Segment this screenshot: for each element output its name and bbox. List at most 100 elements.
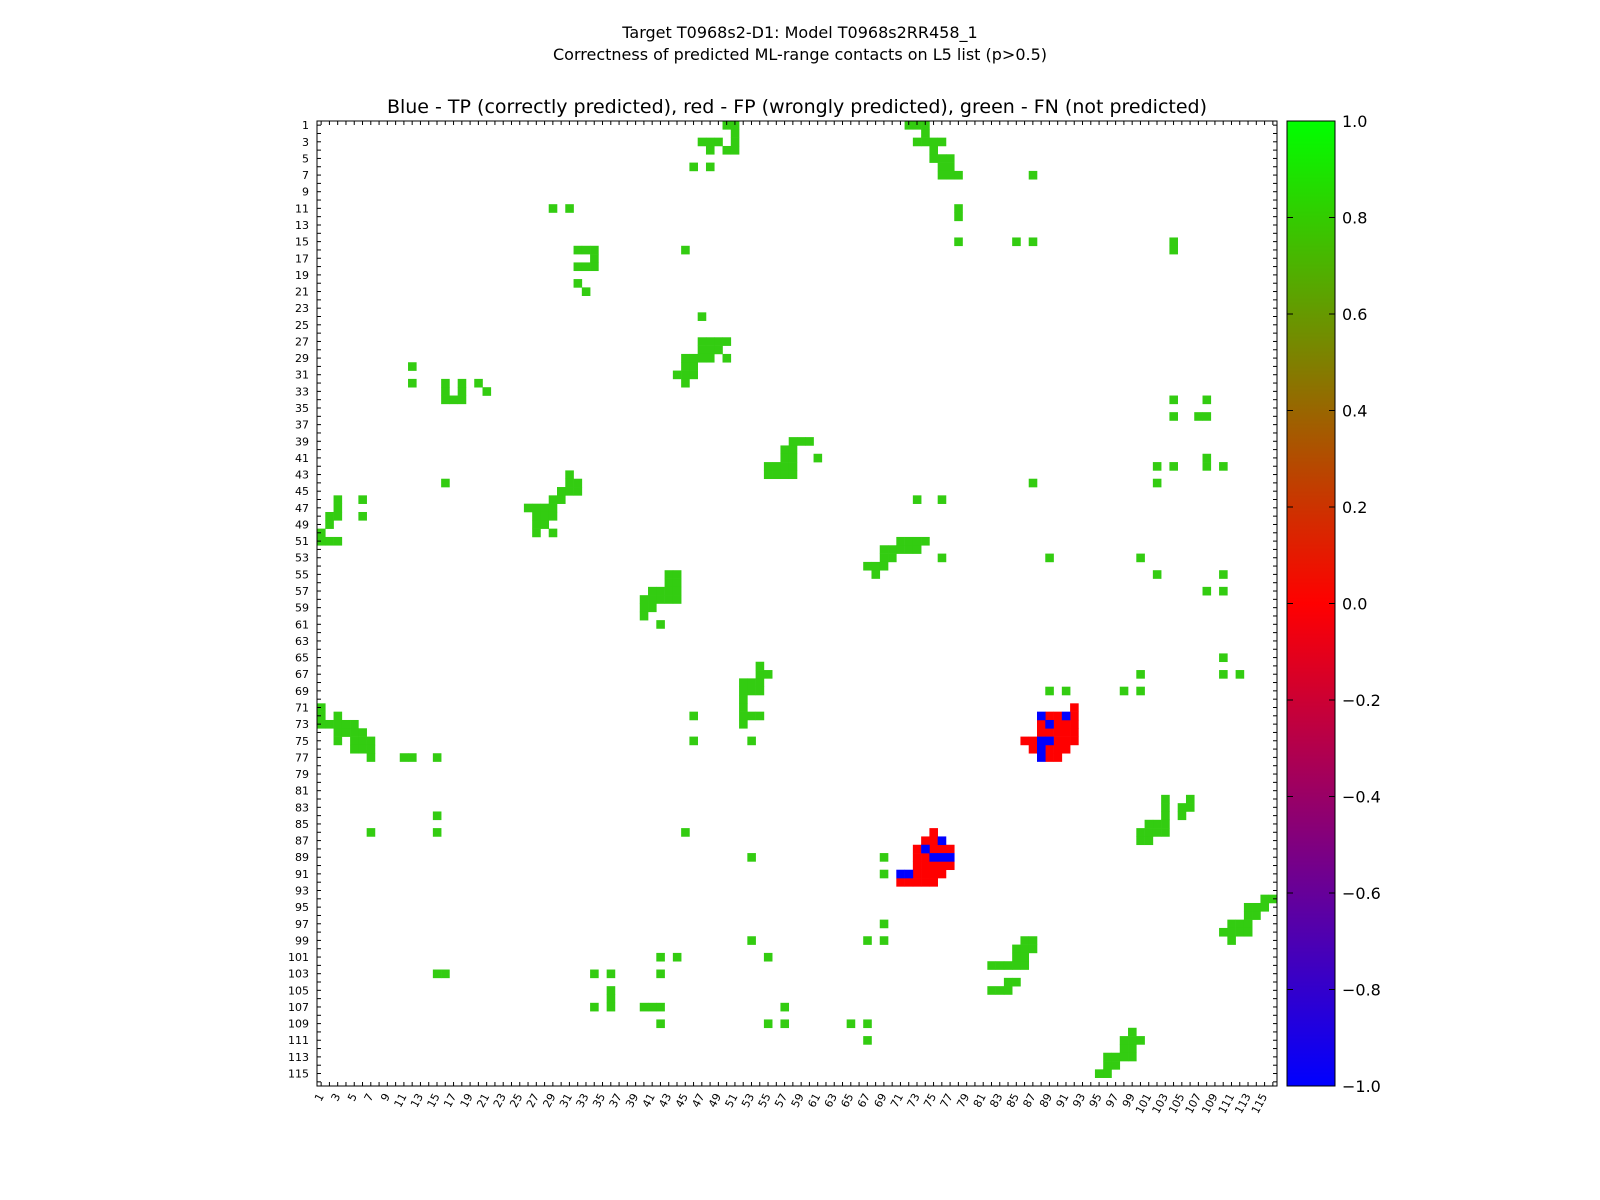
contact-cell-fn: [1045, 686, 1054, 696]
contact-cell-fn: [441, 478, 450, 488]
y-tick-label: 73: [295, 718, 309, 731]
x-tick-label: 67: [855, 1091, 873, 1109]
y-tick-labels: 1357911131517192123252729313335373941434…: [288, 119, 309, 1080]
contact-cell-fn: [780, 453, 790, 463]
contact-cell-fn: [937, 137, 947, 147]
contact-cell-fn: [681, 378, 690, 388]
contact-cell-fn: [730, 145, 740, 155]
contact-cell-fn: [1028, 170, 1038, 180]
contact-cell-fn: [747, 711, 756, 721]
contact-cell-fn: [341, 719, 351, 729]
axis-ticks: [317, 121, 1277, 1086]
contact-cell-fn: [912, 536, 922, 546]
x-tick-label: 115: [1249, 1091, 1270, 1116]
contact-cell-fn: [714, 137, 723, 147]
y-tick-label: 71: [295, 701, 309, 714]
contact-cell-fn: [689, 162, 698, 172]
contact-cell-fp: [1045, 753, 1054, 762]
contact-cell-fn: [714, 345, 723, 355]
contact-cell-tp: [937, 836, 947, 846]
contact-cell-fn: [590, 262, 599, 272]
contact-cell-fn: [1243, 911, 1253, 920]
contact-cell-fn: [358, 736, 367, 746]
contact-cell-fn: [1185, 803, 1195, 812]
contact-cell-fn: [565, 487, 574, 496]
contact-cell-fn: [325, 719, 334, 729]
contact-cell-fn: [1136, 670, 1145, 679]
y-tick-label: 95: [295, 901, 309, 914]
y-tick-label: 61: [295, 618, 309, 631]
contact-cell-fn: [747, 936, 756, 945]
contact-cell-fn: [879, 553, 889, 563]
contact-cell-fn: [1136, 836, 1145, 846]
contact-cell-fp: [912, 844, 922, 854]
contact-cell-fn: [813, 453, 823, 463]
contact-cell-fn: [912, 121, 922, 130]
x-tick-label: 75: [921, 1091, 939, 1109]
contact-cell-fn: [1219, 462, 1228, 471]
y-tick-label: 109: [288, 1018, 309, 1031]
contact-cell-fn: [772, 470, 781, 480]
contact-cell-fn: [1219, 586, 1228, 596]
y-tick-label: 13: [295, 219, 309, 232]
contact-cell-fn: [879, 561, 889, 571]
y-tick-label: 47: [295, 502, 309, 515]
y-tick-label: 67: [295, 668, 309, 681]
contact-cell-tp: [904, 869, 914, 879]
contact-cell-tp: [937, 853, 947, 862]
y-tick-label: 49: [295, 518, 309, 531]
contact-cell-fn: [1202, 453, 1212, 463]
contact-cell-fn: [954, 170, 963, 180]
contact-cell-fp: [1053, 744, 1063, 754]
contact-cell-fp: [1070, 736, 1079, 746]
contact-cell-fn: [697, 312, 707, 321]
contact-cell-fp: [945, 844, 955, 854]
contact-cell-fn: [606, 1002, 616, 1012]
contact-cell-fn: [1243, 919, 1253, 929]
contact-cell-fn: [1045, 553, 1054, 563]
y-tick-label: 57: [295, 585, 309, 598]
contact-cell-fn: [954, 212, 963, 222]
contact-cell-fn: [1028, 944, 1038, 954]
x-tick-label: 57: [772, 1091, 790, 1109]
y-tick-label: 7: [302, 169, 309, 182]
contact-cell-fn: [805, 437, 814, 446]
contact-cell-fn: [722, 353, 732, 363]
contact-cell-fp: [1061, 736, 1071, 746]
contact-cell-fn: [689, 362, 698, 371]
contact-cell-fn: [333, 711, 343, 721]
contact-cell-fn: [987, 986, 996, 995]
contact-cell-fn: [1028, 478, 1038, 488]
contact-cell-fn: [325, 520, 334, 529]
contact-cell-fn: [432, 811, 442, 821]
contact-cell-fn: [995, 961, 1005, 970]
contact-cell-fn: [648, 603, 657, 613]
y-tick-label: 17: [295, 252, 309, 265]
contact-cell-fn: [366, 744, 376, 754]
contact-cell-fp: [937, 844, 947, 854]
contact-cell-fn: [358, 744, 367, 754]
contact-cell-fn: [871, 570, 881, 579]
contact-cell-fn: [1202, 395, 1212, 405]
x-tick-label: 41: [640, 1091, 658, 1109]
contact-cell-fn: [1003, 961, 1013, 970]
x-tick-label: 87: [1020, 1091, 1038, 1109]
contact-cell-fp: [912, 869, 922, 879]
contact-cell-fn: [672, 578, 682, 588]
contact-cell-tp: [945, 853, 955, 862]
contact-cell-fn: [722, 145, 732, 155]
contact-cell-fn: [747, 678, 756, 687]
contact-cell-fn: [432, 969, 442, 979]
contact-cell-fn: [1111, 1061, 1121, 1070]
contact-cell-fn: [1252, 902, 1261, 912]
contact-cell-fn: [912, 495, 922, 504]
contact-cell-fn: [797, 437, 806, 446]
contact-cell-fn: [1152, 819, 1162, 829]
y-tick-label: 63: [295, 635, 309, 648]
x-tick-label: 49: [706, 1091, 724, 1109]
contact-cell-fn: [921, 536, 930, 546]
contact-cell-fn: [548, 511, 558, 521]
contact-cell-fn: [590, 245, 599, 255]
contact-cell-fn: [1012, 237, 1021, 247]
contact-cell-fn: [714, 337, 723, 346]
